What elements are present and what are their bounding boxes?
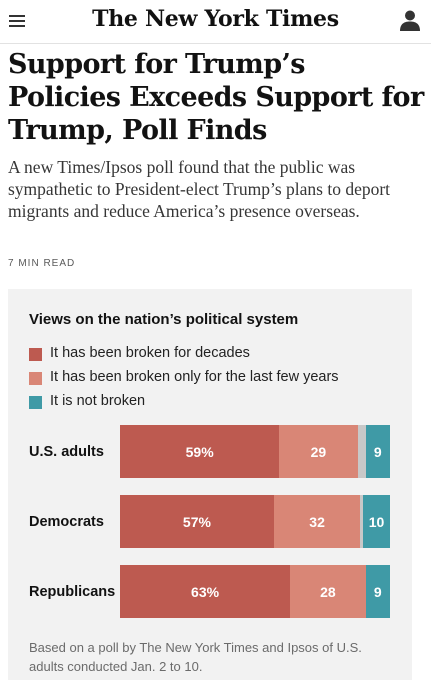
legend-swatch-not-broken [29, 396, 42, 409]
bar-value-label: 63% [191, 583, 220, 600]
bar-value-label: 28 [320, 583, 336, 600]
read-time-label: 7 MIN READ [8, 258, 76, 269]
legend-swatch-broken-for-decades [29, 348, 42, 361]
bar-value-label: 32 [309, 513, 325, 530]
article-headline: Support for Trump’s Policies Exceeds Sup… [8, 49, 424, 146]
article-summary: A new Times/Ipsos poll found that the pu… [8, 157, 391, 221]
poll-chart: Views on the nation’s political system I… [8, 289, 412, 680]
hamburger-menu-icon[interactable] [8, 12, 28, 30]
bar-value-label: 9 [373, 443, 382, 460]
bar-value-label: 29 [310, 443, 327, 460]
legend-label-broken-last-few-years: It has been broken only for the last few… [50, 369, 339, 385]
bar-value-label: 10 [368, 513, 385, 530]
bar-segment-democrats-2 [360, 495, 363, 548]
legend-label-not-broken: It is not broken [50, 393, 146, 409]
bar-segment-democrats-3: 10 [363, 495, 390, 548]
bar-segment-republicans-3: 9 [365, 565, 390, 618]
group-label-democrats: Democrats [29, 514, 104, 530]
chart-title: Views on the nation’s political system [29, 311, 299, 328]
user-account-icon[interactable] [399, 9, 421, 31]
bar-segment-us-adults-2 [357, 425, 366, 478]
bar-segment-republicans-1: 28 [290, 565, 366, 618]
bar-value-label: 9 [373, 583, 382, 600]
bar-value-label: 59% [185, 443, 214, 460]
bar-value-label: 57% [182, 513, 211, 530]
bar-segment-us-adults-3: 9 [365, 425, 390, 478]
legend-label-broken-for-decades: It has been broken for decades [50, 345, 250, 361]
nyt-logo[interactable]: The New York Times [92, 6, 339, 32]
bar-segment-us-adults-0: 59% [120, 425, 280, 478]
top-navigation-bar: The New York Times [0, 0, 431, 44]
bar-segment-us-adults-1: 29 [279, 425, 358, 478]
bar-segment-democrats-0: 57% [120, 495, 274, 548]
bar-segment-republicans-0: 63% [120, 565, 291, 618]
bar-segment-democrats-1: 32 [273, 495, 361, 548]
group-label-us-adults: U.S. adults [29, 444, 104, 460]
legend-swatch-broken-last-few-years [29, 372, 42, 385]
chart-footnote: Based on a poll by The New York Times an… [29, 640, 362, 674]
group-label-republicans: Republicans [29, 584, 116, 600]
